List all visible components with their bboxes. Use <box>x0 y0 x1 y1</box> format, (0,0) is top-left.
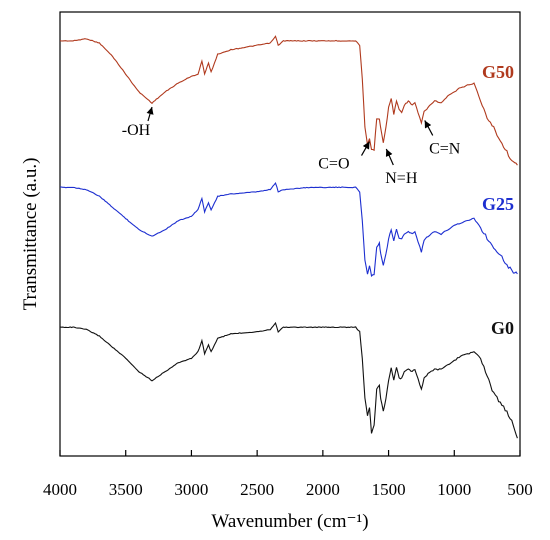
series-label-g0: G0 <box>491 318 514 338</box>
x-tick-label: 4000 <box>43 480 77 499</box>
annotation-arrow <box>360 141 371 156</box>
x-tick-label: 1000 <box>437 480 471 499</box>
x-tick-label: 3000 <box>174 480 208 499</box>
series-lines <box>59 35 518 439</box>
x-tick-label: 3500 <box>109 480 143 499</box>
x-axis-label: Wavenumber (cm⁻¹) <box>211 511 368 532</box>
annotations: -OH C=O N=H C=N <box>122 106 461 187</box>
plot-frame <box>59 11 521 457</box>
annotation-label: C=O <box>318 156 349 173</box>
x-tick-label: 500 <box>507 480 533 499</box>
x-tick-label: 2000 <box>306 480 340 499</box>
series-label-g25: G25 <box>482 194 514 214</box>
annotation-label: C=N <box>429 140 461 157</box>
series-labels: G50 G25 G0 <box>482 62 514 338</box>
series-line-g25 <box>59 181 518 277</box>
annotation-arrow <box>424 120 434 136</box>
annotation-label: N=H <box>385 170 418 187</box>
series-line-g0 <box>59 321 518 439</box>
x-tick-label: 1500 <box>372 480 406 499</box>
x-axis-ticks: 4000 3500 3000 2500 2000 1500 1000 500 <box>43 450 533 499</box>
series-line-g50 <box>59 35 518 166</box>
x-tick-label: 2500 <box>240 480 274 499</box>
series-label-g50: G50 <box>482 62 514 82</box>
annotation-arrow <box>385 148 394 166</box>
annotation-arrow <box>146 106 154 122</box>
y-axis-label: Transmittance (a.u.) <box>20 158 41 311</box>
annotation-label: -OH <box>122 122 151 139</box>
